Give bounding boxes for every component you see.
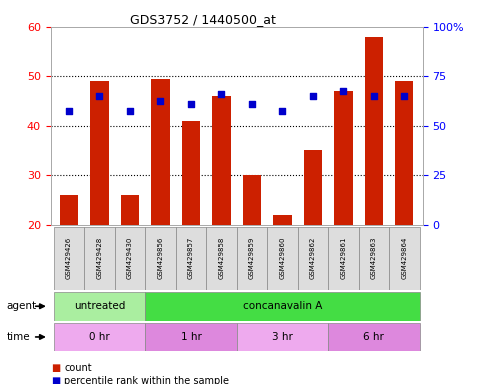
Text: GSM429862: GSM429862: [310, 237, 316, 280]
Text: GSM429859: GSM429859: [249, 237, 255, 280]
Point: [96, 93, 103, 99]
Bar: [237, 323, 328, 351]
Point: [309, 93, 317, 99]
Point: [340, 88, 347, 94]
Point: [187, 101, 195, 107]
Text: ■: ■: [51, 363, 60, 373]
Text: count: count: [64, 363, 92, 373]
Bar: [151, 79, 170, 324]
Bar: [54, 323, 145, 351]
Text: GSM429857: GSM429857: [188, 237, 194, 280]
Bar: [334, 91, 353, 324]
Bar: [365, 37, 383, 324]
Text: 1 hr: 1 hr: [181, 332, 201, 342]
Point: [156, 98, 164, 104]
Bar: [145, 227, 176, 290]
Text: 0 hr: 0 hr: [89, 332, 110, 342]
Text: GSM429428: GSM429428: [97, 237, 102, 280]
Bar: [145, 292, 420, 321]
Point: [370, 93, 378, 99]
Text: concanavalin A: concanavalin A: [243, 301, 322, 311]
Bar: [54, 227, 84, 290]
Text: 3 hr: 3 hr: [272, 332, 293, 342]
Bar: [328, 323, 420, 351]
Point: [217, 91, 225, 97]
Text: percentile rank within the sample: percentile rank within the sample: [64, 376, 229, 384]
Bar: [90, 81, 109, 324]
Text: GSM429860: GSM429860: [279, 237, 285, 280]
Point: [126, 108, 134, 114]
Point: [279, 108, 286, 114]
Bar: [358, 227, 389, 290]
Bar: [267, 227, 298, 290]
Point: [65, 108, 73, 114]
Bar: [395, 81, 413, 324]
Bar: [60, 195, 78, 324]
Bar: [298, 227, 328, 290]
Bar: [176, 227, 206, 290]
Text: 6 hr: 6 hr: [363, 332, 384, 342]
Bar: [273, 215, 292, 324]
Bar: [213, 96, 230, 324]
Text: agent: agent: [6, 301, 36, 311]
Text: GSM429426: GSM429426: [66, 237, 72, 280]
Bar: [121, 195, 139, 324]
Point: [400, 93, 408, 99]
Bar: [206, 227, 237, 290]
Text: GSM429856: GSM429856: [157, 237, 163, 280]
Text: GSM429864: GSM429864: [401, 237, 407, 280]
Bar: [84, 227, 115, 290]
Bar: [182, 121, 200, 324]
Bar: [243, 175, 261, 324]
Bar: [389, 227, 420, 290]
Text: ■: ■: [51, 376, 60, 384]
Text: GSM429863: GSM429863: [371, 237, 377, 280]
Text: GSM429858: GSM429858: [218, 237, 225, 280]
Bar: [145, 323, 237, 351]
Text: GDS3752 / 1440500_at: GDS3752 / 1440500_at: [130, 13, 276, 26]
Bar: [115, 227, 145, 290]
Point: [248, 101, 256, 107]
Bar: [54, 292, 145, 321]
Bar: [328, 227, 358, 290]
Text: GSM429861: GSM429861: [341, 237, 346, 280]
Bar: [237, 227, 267, 290]
Text: untreated: untreated: [74, 301, 125, 311]
Bar: [304, 151, 322, 324]
Text: time: time: [6, 332, 30, 342]
Text: GSM429430: GSM429430: [127, 237, 133, 280]
